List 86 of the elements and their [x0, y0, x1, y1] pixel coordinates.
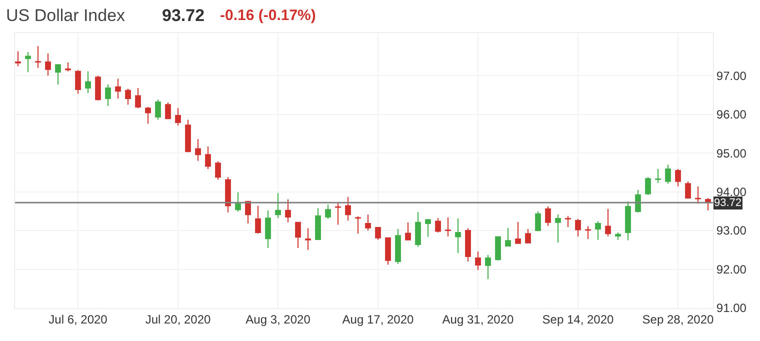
candlestick [455, 218, 461, 254]
x-tick-label: Aug 3, 2020 [246, 312, 311, 326]
x-tick-label: Aug 17, 2020 [342, 312, 414, 326]
candlestick [45, 53, 51, 76]
candlestick [365, 214, 371, 232]
candlestick [475, 250, 481, 271]
x-tick-label: Aug 31, 2020 [442, 312, 514, 326]
candlestick [565, 215, 571, 228]
candlestick [255, 205, 261, 234]
candlestick [595, 220, 601, 240]
candlestick [415, 211, 421, 248]
candlestick [315, 208, 321, 240]
candlestick [685, 180, 691, 200]
candlestick [695, 186, 701, 204]
candlestick [435, 218, 441, 233]
candlestick [355, 216, 361, 234]
candlestick [425, 218, 431, 238]
x-tick-label: Sep 14, 2020 [542, 312, 614, 326]
candlestick [35, 46, 41, 68]
candlestick [65, 62, 71, 72]
y-tick-label: 92.00 [716, 262, 747, 276]
candlestick [285, 199, 291, 223]
candlestick [135, 88, 141, 109]
candlestick [235, 192, 241, 212]
candlestick [385, 237, 391, 266]
candlestick [225, 176, 231, 213]
candlestick [505, 227, 511, 247]
candlestick [675, 168, 681, 187]
candlestick [305, 228, 311, 250]
candlestick [245, 200, 251, 224]
candlestick [445, 216, 451, 237]
x-tick-label: Sep 28, 2020 [642, 312, 714, 326]
candlestick [165, 102, 171, 120]
chart-title: US Dollar Index [6, 6, 126, 25]
candlestick [585, 226, 591, 240]
candlestick [265, 210, 271, 248]
candlestick [55, 63, 61, 86]
y-tick-label: 97.00 [716, 68, 747, 83]
candlestick [145, 106, 151, 124]
x-tick-label: Jul 20, 2020 [145, 312, 212, 326]
candlestick [655, 168, 661, 184]
candlestick [15, 50, 21, 67]
candlestick [275, 192, 281, 219]
candlestick [205, 146, 211, 170]
candlestick [555, 214, 561, 244]
text: -0.16 (-0.17%) [220, 7, 316, 24]
candlestick [85, 70, 91, 94]
candlestick [465, 228, 471, 262]
x-tick-label: Jul 6, 2020 [48, 312, 108, 326]
candlestick [605, 208, 611, 237]
y-tick-label: 91.00 [716, 301, 747, 316]
y-tick-label: 95.00 [716, 146, 747, 160]
candlestick [125, 88, 131, 106]
candlestick [195, 138, 201, 162]
candlestick [535, 211, 541, 232]
candlestick [625, 200, 631, 241]
candlestick [95, 75, 101, 101]
candlestick [645, 176, 651, 196]
y-tick-label: 96.00 [716, 108, 747, 122]
candlestick [175, 108, 181, 126]
candlestick [495, 236, 501, 261]
y-tick-label: 94.00 [716, 185, 747, 199]
candlestick [335, 202, 341, 226]
y-tick-label: 93.00 [716, 224, 747, 238]
candlestick [665, 164, 671, 184]
candlestick [405, 222, 411, 240]
candlestick [325, 204, 331, 220]
candlestick [545, 206, 551, 226]
candlestick [395, 228, 401, 264]
candlestick [25, 51, 31, 73]
candlestick [295, 222, 301, 248]
candlestick [105, 84, 111, 106]
candlestick [345, 196, 351, 221]
candlestick [515, 222, 521, 244]
candlestick [155, 99, 161, 120]
candlestick [115, 78, 121, 99]
candlestick [215, 160, 221, 180]
candlestick [185, 119, 191, 153]
candlestick [575, 218, 581, 237]
ref-line-label: 93.72 [714, 197, 742, 209]
candlestick [375, 226, 381, 240]
candlestick [525, 228, 531, 244]
candlestick [615, 232, 621, 240]
candlestick [75, 70, 81, 94]
text: 93.72 [162, 6, 205, 25]
candlestick [485, 254, 491, 280]
